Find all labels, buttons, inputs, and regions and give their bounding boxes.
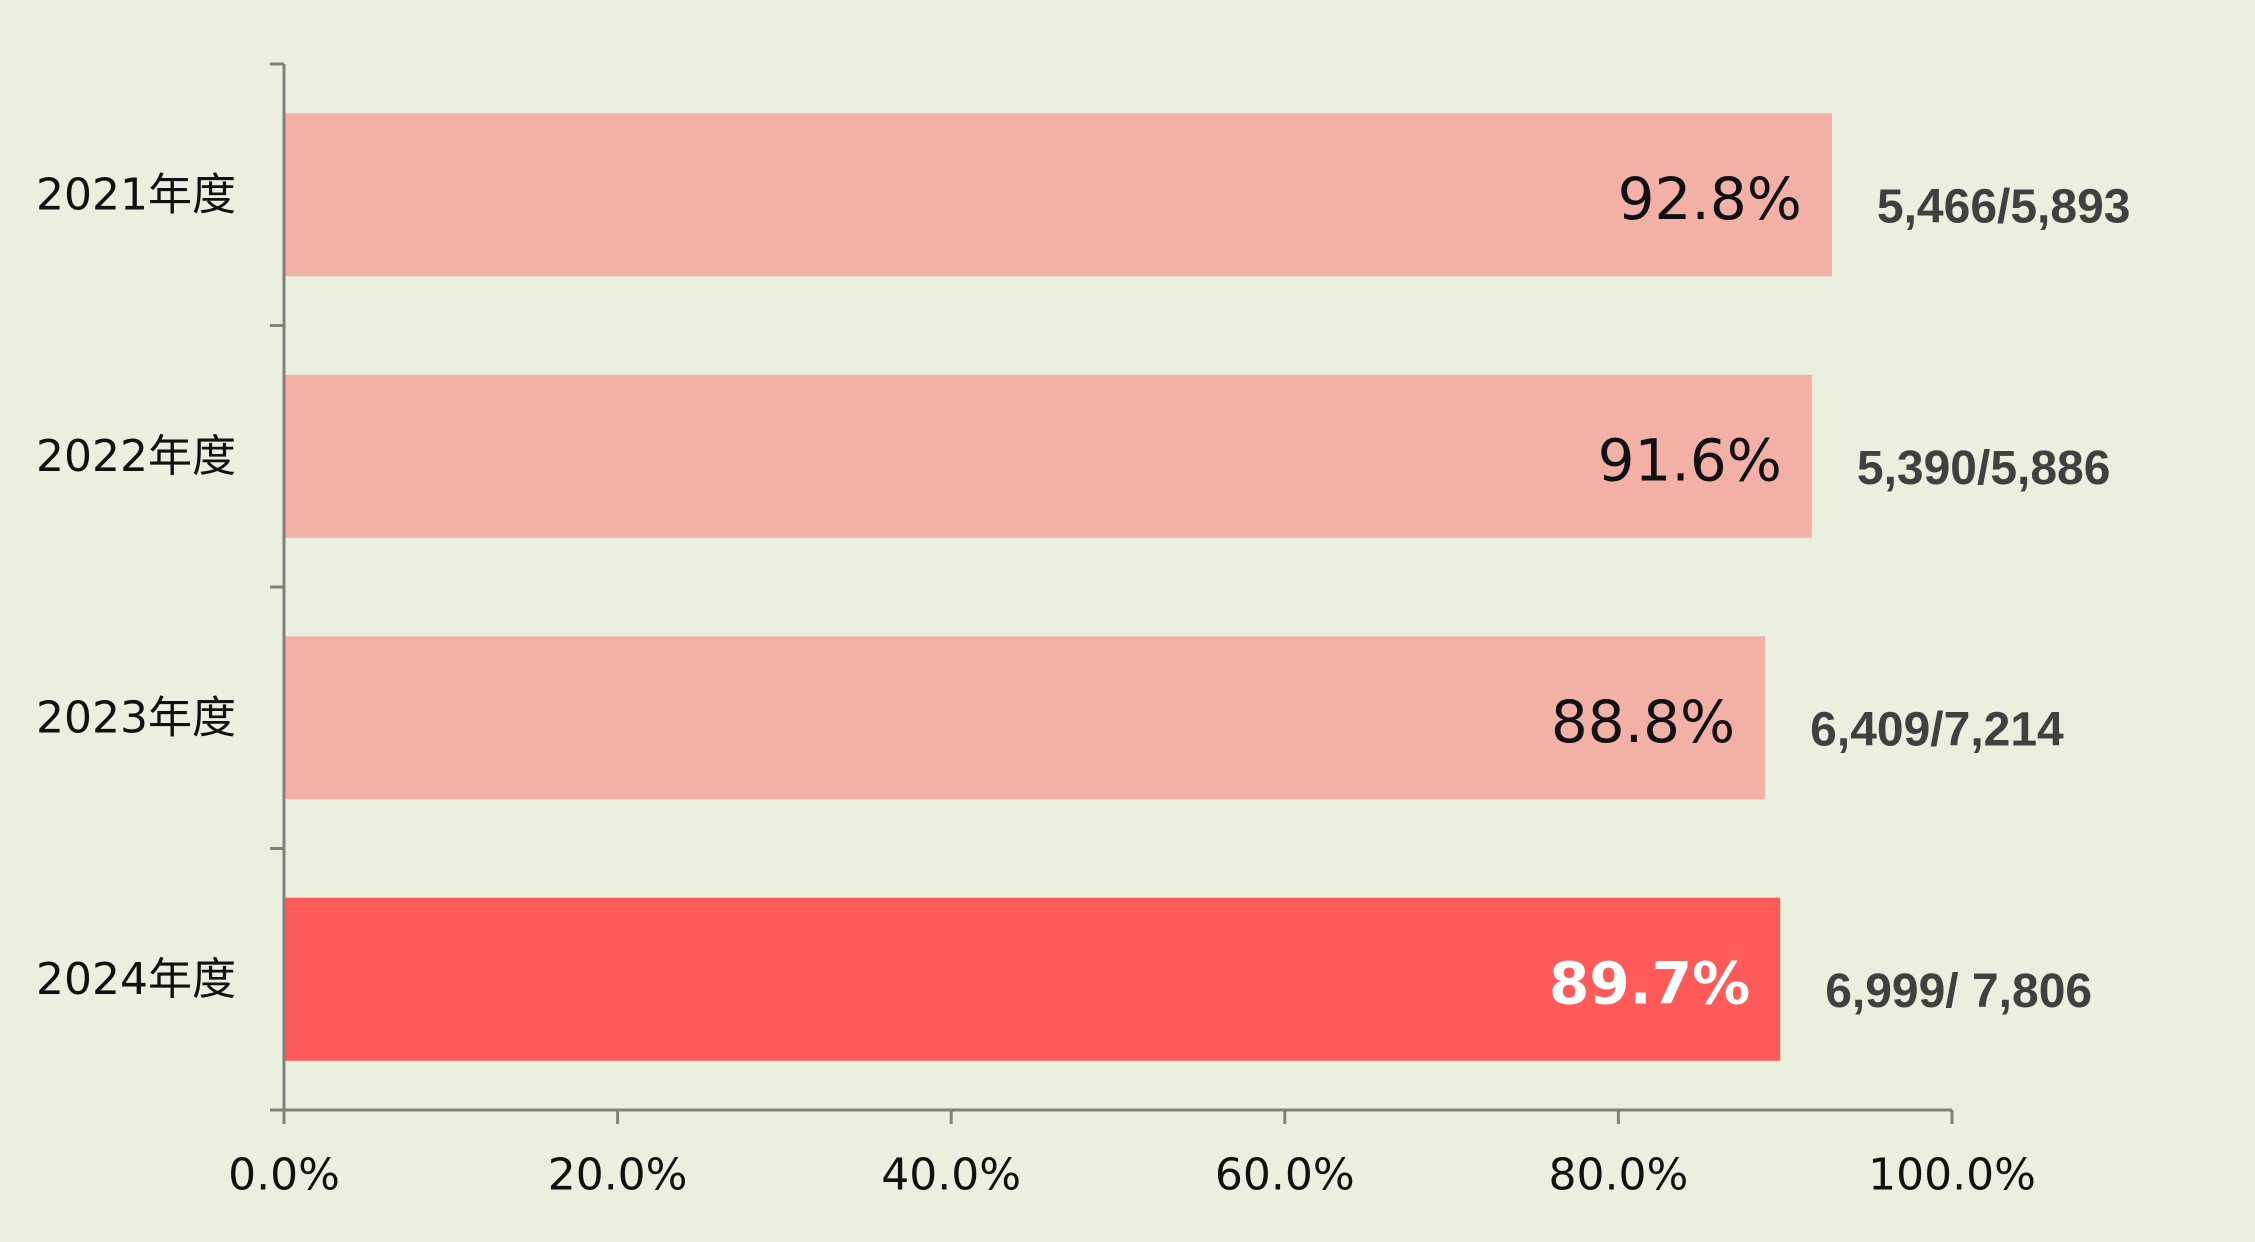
- count-label: 5,466/5,893: [1877, 180, 2131, 233]
- value-label: 89.7%: [1549, 949, 1750, 1017]
- count-label: 5,390/5,886: [1857, 442, 2111, 495]
- x-tick-label: 80.0%: [1549, 1150, 1689, 1201]
- category-label: 2021年度: [36, 169, 236, 220]
- axis-layer: [270, 62, 1954, 1124]
- value-label: 88.8%: [1551, 688, 1735, 756]
- count-label: 6,409/7,214: [1810, 703, 2064, 756]
- category-label: 2023年度: [36, 692, 236, 743]
- bar-2023年度: [284, 636, 1766, 800]
- labels-layer: 2021年度 92.8% 5,466/5,893 2022年度 91.6% 5,390/5…: [36, 165, 2130, 1201]
- bars-layer: [284, 113, 1832, 1061]
- bar-2021年度: [284, 113, 1832, 277]
- x-tick-label: 100.0%: [1868, 1150, 2036, 1201]
- bar-2024年度: [284, 897, 1781, 1061]
- x-tick-label: 60.0%: [1215, 1150, 1355, 1201]
- category-label: 2022年度: [36, 431, 236, 482]
- value-label: 92.8%: [1618, 165, 1802, 233]
- x-tick-label: 0.0%: [228, 1150, 340, 1201]
- x-tick-label: 20.0%: [548, 1150, 688, 1201]
- value-label: 91.6%: [1598, 426, 1782, 494]
- x-tick-label: 40.0%: [881, 1150, 1021, 1201]
- count-label: 6,999/ 7,806: [1825, 965, 2092, 1018]
- bar-2022年度: [284, 374, 1812, 538]
- category-label: 2024年度: [36, 954, 236, 1005]
